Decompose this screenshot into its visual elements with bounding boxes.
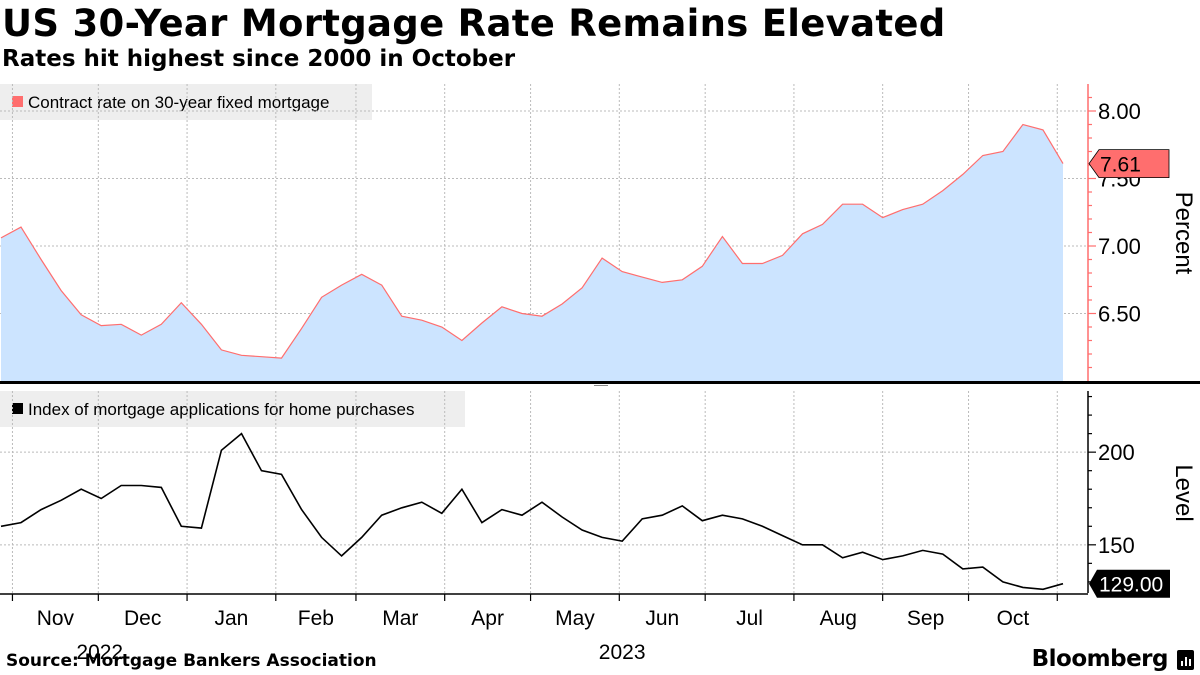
rate-tick-label: 8.00 xyxy=(1098,99,1141,124)
x-month-label: Nov xyxy=(37,607,75,630)
x-month-label: Jul xyxy=(736,607,763,630)
index-legend-swatch xyxy=(12,403,23,414)
x-month-label: Apr xyxy=(471,607,504,630)
index-last-value: 129.00 xyxy=(1099,574,1163,597)
index-legend-label: Index of mortgage applications for home … xyxy=(28,400,415,419)
x-month-label: Sep xyxy=(907,607,944,630)
chart-subtitle: Rates hit highest since 2000 in October xyxy=(2,46,516,72)
index-line xyxy=(0,432,1064,591)
x-month-label: Aug xyxy=(820,607,857,630)
x-month-label: May xyxy=(555,607,595,630)
x-month-label: Mar xyxy=(382,607,418,630)
x-year-label: 2023 xyxy=(599,641,646,664)
index-legend-box xyxy=(0,391,465,427)
rate-tick-label: 6.50 xyxy=(1098,302,1141,327)
index-y-axis-label: Level xyxy=(1170,464,1197,521)
rate-tick-label: 7.00 xyxy=(1098,234,1141,259)
index-y-axis: 150 200 xyxy=(1087,391,1135,593)
x-month-label: Jan xyxy=(215,607,249,630)
x-month-label: Oct xyxy=(997,607,1030,630)
x-month-label: Feb xyxy=(298,607,334,630)
rate-line xyxy=(0,123,1064,359)
index-tick-label: 150 xyxy=(1098,533,1135,558)
rate-y-axis-label: Percent xyxy=(1170,192,1197,275)
rate-legend-swatch xyxy=(12,96,23,107)
rate-area xyxy=(1,124,1063,381)
bloomberg-logo: Bloomberg xyxy=(1031,646,1169,672)
rate-last-value: 7.61 xyxy=(1100,154,1141,177)
index-tick-label: 200 xyxy=(1098,440,1135,465)
x-month-label: Dec xyxy=(124,607,161,630)
source-note: Source: Mortgage Bankers Association xyxy=(6,651,377,671)
rate-legend-box xyxy=(0,84,372,120)
x-month-label: Jun xyxy=(645,607,679,630)
x-year-label: 2022 xyxy=(76,641,123,664)
bloomberg-terminal-icon xyxy=(1177,650,1194,670)
index-last-value-badge: 129.00 xyxy=(1089,569,1170,598)
rate-legend-label: Contract rate on 30-year fixed mortgage xyxy=(28,93,329,112)
x-axis: Nov Dec Jan Feb Mar Apr May Jun Jul Aug Sep Oct 2022… xyxy=(0,593,1088,664)
chart-title: US 30-Year Mortgage Rate Remains Elevate… xyxy=(2,2,946,45)
rate-last-value-badge: 7.61 xyxy=(1088,149,1170,179)
rate-y-axis: 6.507.007.508.00 xyxy=(1087,84,1141,381)
